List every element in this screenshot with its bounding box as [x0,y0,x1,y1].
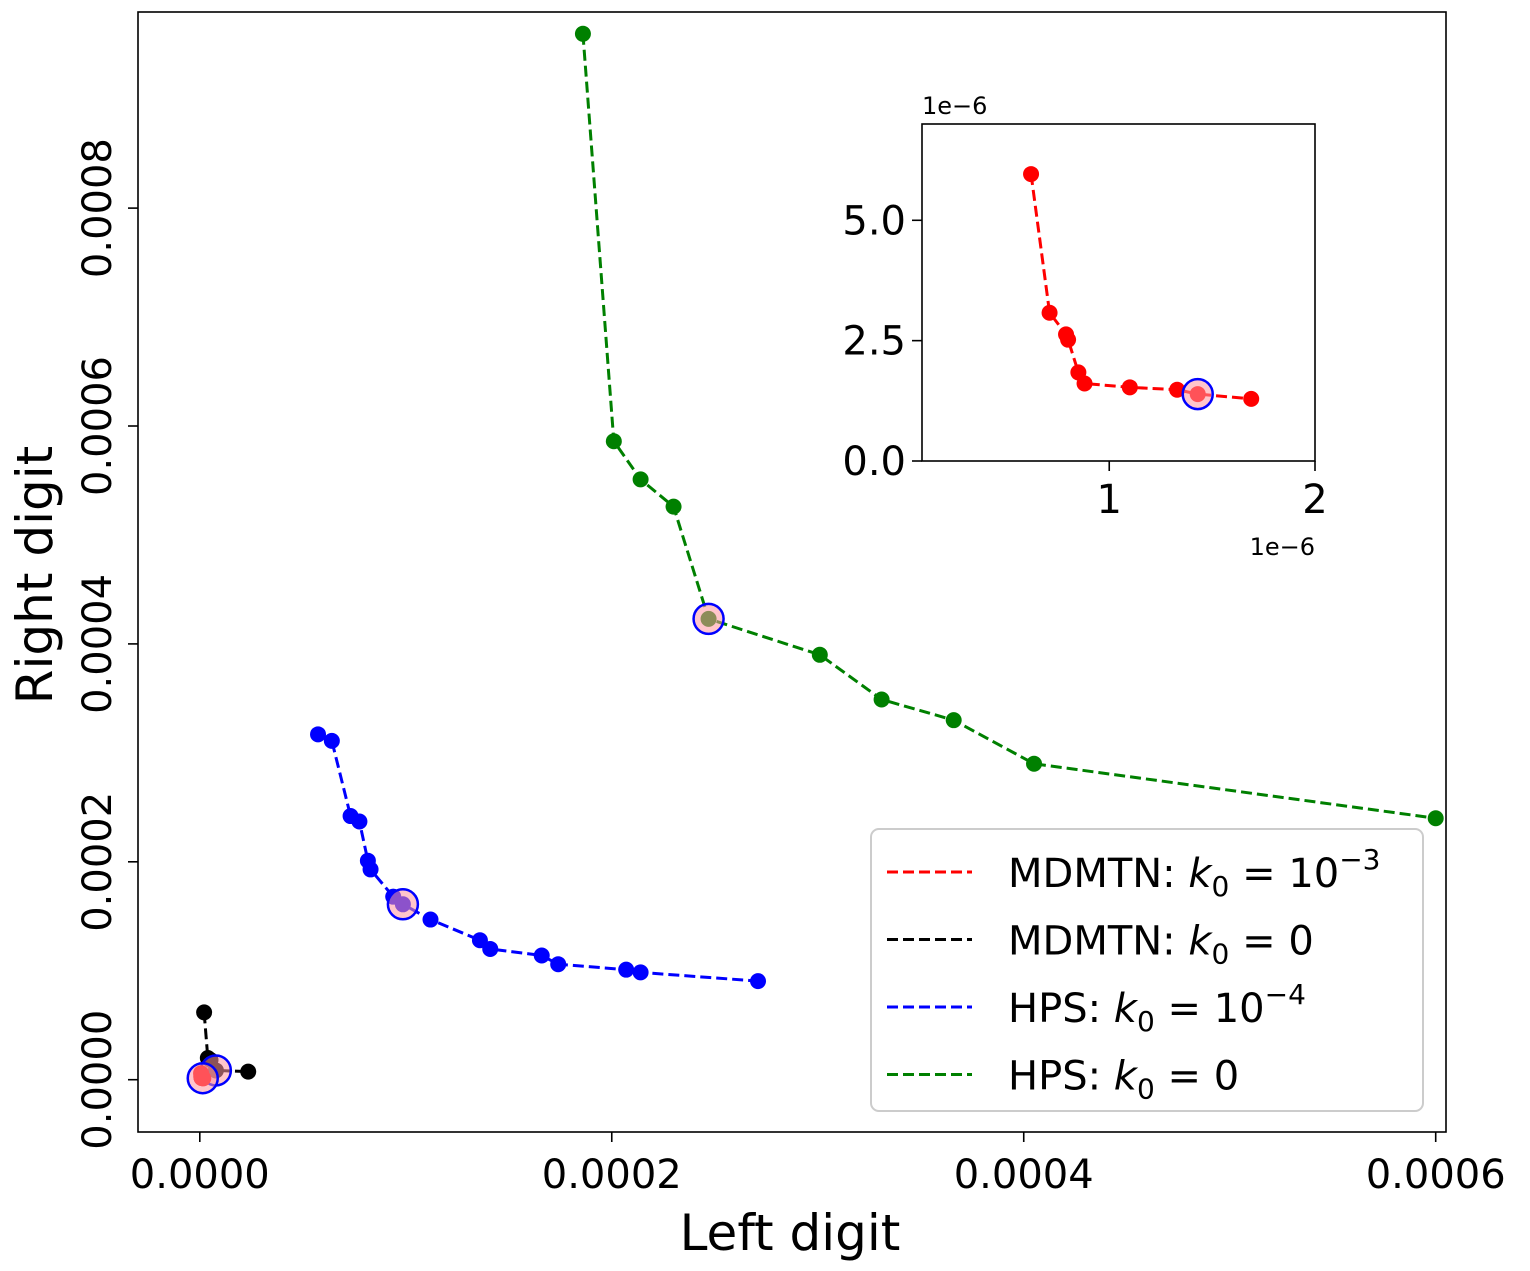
mdmtn-k0-0-series-point [196,1004,213,1021]
y-tick-label: 0.0002 [75,792,121,932]
inset-mdmtn-k0-1e-3-series-point [1076,375,1093,392]
inset-plot-area: 1 2 0.0 2.5 5.0 1e−6 1e−6 [842,92,1327,561]
hps-k0-0-series-point [632,471,649,488]
inset-y-tick-label: 2.5 [842,319,906,365]
inset-y-offset-text: 1e−6 [922,92,987,120]
inset-mdmtn-k0-1e-3-series-point [1041,304,1058,321]
legend-entry-label: HPS: k0 = 10−4 [1008,978,1306,1038]
hps-k0-1e-4-series-point [618,961,635,978]
hps-k0-0-series-point [811,646,828,663]
hps-k0-1e-4-series-point [323,732,340,749]
inset-frame [921,123,1316,462]
hps-k0-1e-4-series-point [632,964,649,981]
inset-mdmtn-k0-1e-3-series-point [1121,379,1138,396]
hps-k0-0-series-point [665,498,682,515]
inset-mdmtn-k0-1e-3-series-point [1023,166,1040,183]
hps-k0-0-series-point [605,433,622,450]
hps-k0-0-series-line [581,33,1436,820]
hps-k0-0-series-point [1026,755,1043,772]
x-tick-label: 0.0004 [954,1152,1094,1198]
hps-k0-1e-4-series-point [310,726,327,743]
hps-k0-0-series-point [574,25,591,42]
legend-entry-label: MDMTN: k0 = 10−3 [1008,843,1381,903]
y-tick-label: 0.0006 [75,356,121,496]
mdmtn-k0-0-series-point [240,1063,257,1080]
legend: MDMTN: k0 = 10−3 MDMTN: k0 = 0 HPS: k0 = 1… [870,828,1424,1112]
hps-k0-1e-4-series-point [550,956,567,973]
inset-mdmtn-k0-1e-3-series-point [1169,381,1186,398]
x-tick-label: 0.0006 [1366,1152,1506,1198]
inset-x-offset-text: 1e−6 [1250,533,1315,561]
y-tick-label: 0.0000 [75,1010,121,1150]
hps-k0-1e-4-series-point [351,813,368,830]
hps-k0-1e-4-series-point [362,861,379,878]
legend-frame [870,828,1424,1112]
y-tick-label: 0.0008 [75,138,121,278]
mdmtn-k0-1e-3-series-highlight-marker [186,1061,219,1095]
hps-k0-1e-4-series-highlight-marker [386,888,420,921]
x-axis-title: Left digit [680,1204,901,1262]
y-axis-title: Right digit [6,446,64,704]
hps-k0-1e-4-series-point [482,940,499,957]
hps-k0-1e-4-series-point [422,911,439,928]
x-tick-label: 0.0000 [130,1152,270,1198]
hps-k0-0-series-point [873,691,890,708]
inset-y-tick-label: 5.0 [842,198,906,244]
hps-k0-1e-4-series-point [750,973,767,990]
legend-entry-label: MDMTN: k0 = 0 [1008,919,1314,971]
inset-mdmtn-k0-1e-3-series-point [1243,390,1260,407]
hps-k0-1e-4-series-point [533,947,550,964]
inset-x-tick-label: 2 [1302,477,1327,523]
y-tick-label: 0.0004 [75,574,121,714]
x-tick-label: 0.0002 [542,1152,682,1198]
inset-x-tick-label: 1 [1097,477,1122,523]
inset-y-tick-label: 0.0 [842,439,906,485]
hps-k0-0-series-point [1427,810,1444,827]
inset-mdmtn-k0-1e-3-series-highlight-marker [1181,377,1214,411]
hps-k0-0-series-point [945,712,962,729]
hps-k0-0-series-highlight-marker [692,602,725,636]
legend-entry-label: HPS: k0 = 0 [1008,1054,1239,1106]
inset-mdmtn-k0-1e-3-series-point [1060,331,1077,348]
